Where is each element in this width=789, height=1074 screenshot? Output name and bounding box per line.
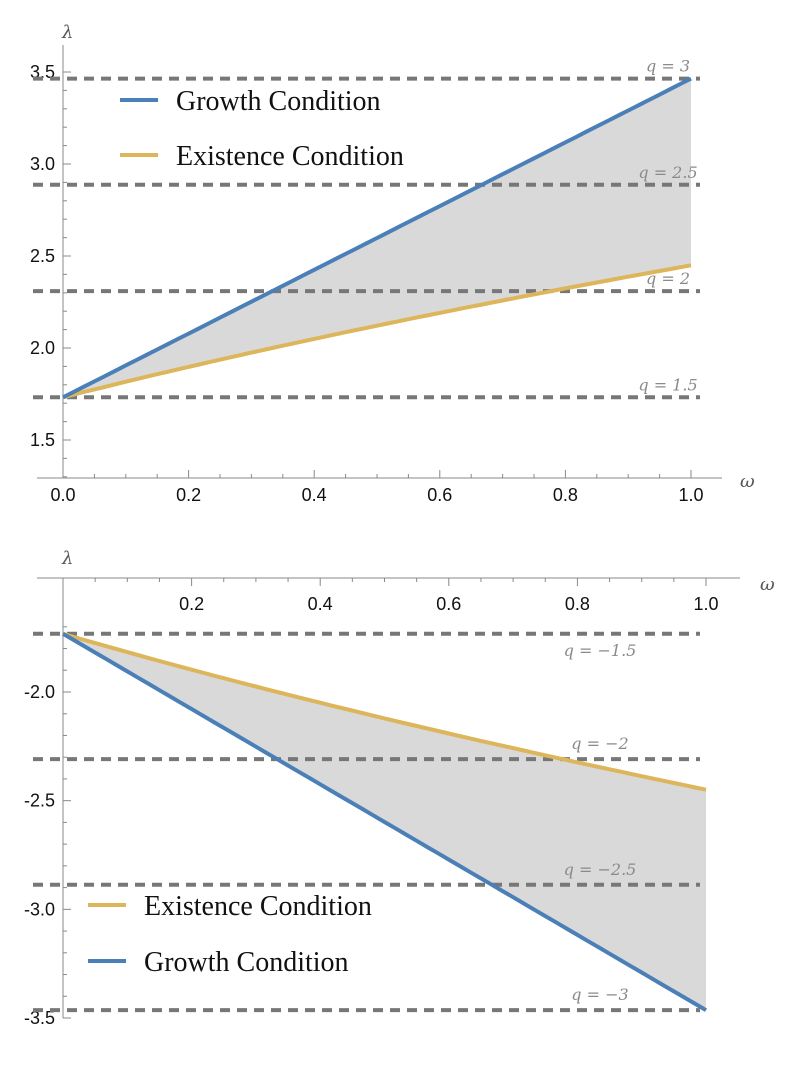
reference-line-label: q = 2	[646, 269, 690, 288]
x-tick-label: 0.0	[50, 485, 75, 505]
x-tick-label: 0.6	[427, 485, 452, 505]
growth-condition-line	[62, 76, 692, 400]
y-tick-label: -3.0	[24, 899, 55, 919]
y-tick-label: 3.0	[30, 154, 55, 174]
x-tick-label: 1.0	[678, 485, 703, 505]
x-tick-label: 0.8	[553, 485, 578, 505]
x-tick-label: 0.8	[565, 594, 590, 614]
reference-line-label: q = −1.5	[564, 641, 637, 660]
reference-line-label: q = 1.5	[638, 375, 697, 394]
y-axis-label: λ	[61, 22, 73, 43]
reference-line-label: q = −2.5	[564, 860, 637, 879]
x-axis-label: ω	[740, 471, 755, 492]
legend-label: Growth Condition	[176, 86, 381, 117]
x-tick-label: 0.2	[176, 485, 201, 505]
existence-condition-line	[62, 263, 692, 400]
reference-line-label: q = −2	[571, 734, 628, 753]
y-tick-label: -2.5	[24, 791, 55, 811]
reference-line-label: q = −3	[571, 985, 628, 1004]
y-tick-label: 2.5	[30, 246, 55, 266]
reference-line-label: q = 2.5	[638, 163, 697, 182]
existence-condition-line	[62, 631, 707, 792]
x-tick-label: 0.4	[308, 594, 333, 614]
bottom-chart: 0.2 0.4 0.6 0.8 1.0 -2.0 -2.5 -3.0 -3.5 ω λ q = −1.…	[24, 548, 775, 1028]
x-tick-label: 0.2	[179, 594, 204, 614]
growth-condition-line	[61, 632, 708, 1012]
reference-line-label: q = 3	[646, 57, 690, 76]
legend-label: Growth Condition	[144, 947, 349, 978]
y-tick-label: 1.5	[30, 430, 55, 450]
x-axis-label: ω	[760, 574, 775, 595]
y-tick-label: 2.0	[30, 338, 55, 358]
y-axis-label: λ	[61, 548, 73, 569]
y-tick-label: -3.5	[24, 1008, 55, 1028]
x-tick-label: 0.6	[436, 594, 461, 614]
x-tick-label: 1.0	[693, 594, 718, 614]
y-tick-label: -2.0	[24, 682, 55, 702]
legend-label: Existence Condition	[176, 141, 404, 172]
legend-label: Existence Condition	[144, 891, 372, 922]
x-tick-label: 0.4	[302, 485, 327, 505]
